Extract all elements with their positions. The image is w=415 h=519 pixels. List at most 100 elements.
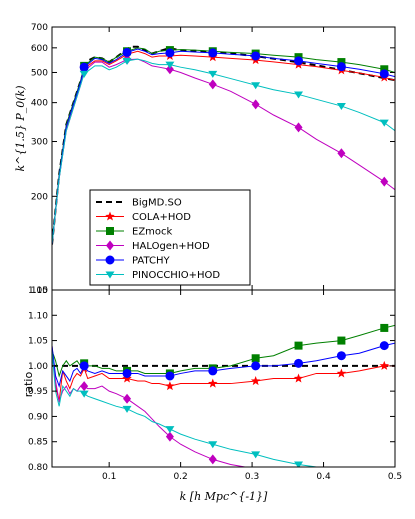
data-point-patchy xyxy=(294,56,304,66)
y-tick-label: 700 xyxy=(31,23,48,33)
data-point-pinocchio-hod xyxy=(79,390,89,398)
data-point-cola-hod xyxy=(336,368,347,378)
data-point-halogen-hod xyxy=(80,381,89,392)
data-point-pinocchio-hod xyxy=(208,70,218,78)
y-tick-label: 500 xyxy=(31,68,48,78)
data-point-halogen-hod xyxy=(294,122,303,133)
data-point-patchy xyxy=(336,62,346,72)
data-point-patchy xyxy=(79,62,89,72)
y-tick-label: 0.80 xyxy=(28,463,48,473)
data-point-pinocchio-hod xyxy=(208,441,218,449)
x-axis-label: k [h Mpc^{-1}] xyxy=(180,490,268,503)
legend-marker-patchy xyxy=(105,255,115,265)
y-tick-label: 0.95 xyxy=(28,387,48,397)
y-axis-label: k^{1.5} P_0(k) xyxy=(14,85,27,171)
data-point-cola-hod xyxy=(165,381,175,391)
data-point-pinocchio-hod xyxy=(122,57,132,65)
top-panel: 100 200 300 400 500 600 700 k^{1.5} P_0(k) xyxy=(14,23,396,296)
data-point-pinocchio-hod xyxy=(336,103,346,111)
legend-label-bigmd-so: BigMD.SO xyxy=(132,198,182,209)
data-point-pinocchio-hod xyxy=(379,119,389,127)
legend-label-halogen-hod: HALOgen+HOD xyxy=(132,241,210,252)
data-point-patchy xyxy=(122,47,132,57)
series-line-pinocchio-hod xyxy=(52,350,320,467)
data-point-halogen-hod xyxy=(380,176,389,187)
x-tick-label: 0.4 xyxy=(316,472,331,482)
legend-label-patchy: PATCHY xyxy=(132,256,170,267)
y-tick-label: 0.90 xyxy=(28,412,48,422)
series-line-cola-hod xyxy=(52,350,395,402)
series-line-pinocchio-hod xyxy=(52,58,395,245)
legend: BigMD.SO COLA+HOD EZmock HALOgen+HOD PATCHY P… xyxy=(89,189,251,286)
y-tick-label: 0.85 xyxy=(28,438,48,448)
data-point-ezmock xyxy=(294,341,303,350)
data-point-pinocchio-hod xyxy=(79,70,89,78)
data-point-patchy xyxy=(208,48,218,58)
y-tick-label: 200 xyxy=(31,192,48,202)
data-point-halogen-hod xyxy=(337,148,346,159)
y-tick-label: 100 xyxy=(31,286,48,296)
plot-frame xyxy=(51,289,396,468)
data-point-pinocchio-hod xyxy=(251,451,261,459)
legend-marker-pinocchio-hod xyxy=(105,271,115,279)
y-tick-label: 1.05 xyxy=(28,337,48,347)
y-tick-label: 1.15 xyxy=(28,286,48,296)
y-tick-label: 300 xyxy=(31,138,48,148)
x-tick-label: 0.1 xyxy=(102,472,116,482)
series-line-patchy xyxy=(52,342,395,388)
data-point-patchy xyxy=(379,341,389,351)
y-axis-label: ratio xyxy=(22,372,35,398)
data-point-halogen-hod xyxy=(208,454,217,465)
data-point-pinocchio-hod xyxy=(122,405,132,413)
data-point-halogen-hod xyxy=(165,431,174,442)
series-line-bigmd-so xyxy=(52,45,395,245)
data-point-cola-hod xyxy=(293,373,304,383)
legend-label-cola-hod: COLA+HOD xyxy=(132,212,191,223)
data-point-patchy xyxy=(79,361,89,371)
legend-box xyxy=(89,189,251,286)
data-point-cola-hod xyxy=(122,373,132,383)
data-point-cola-hod xyxy=(208,378,218,388)
data-point-cola-hod xyxy=(250,376,261,386)
legend-label-ezmock: EZmock xyxy=(132,227,173,238)
data-point-pinocchio-hod xyxy=(251,82,261,90)
data-point-halogen-hod xyxy=(208,79,217,90)
data-point-patchy xyxy=(122,368,132,378)
data-point-halogen-hod xyxy=(123,393,132,404)
legend-label-pinocchio-hod: PINOCCHIO+HOD xyxy=(132,270,220,281)
legend-marker-ezmock xyxy=(106,227,114,235)
legend-marker-halogen-hod xyxy=(106,240,114,251)
data-point-ezmock xyxy=(380,323,389,332)
data-point-halogen-hod xyxy=(251,99,260,110)
data-point-ezmock xyxy=(337,336,346,345)
data-point-ezmock xyxy=(251,354,260,363)
data-point-patchy xyxy=(251,51,261,61)
y-tick-label: 400 xyxy=(31,99,48,109)
data-point-patchy xyxy=(165,371,175,381)
x-tick-label: 0.5 xyxy=(388,472,402,482)
data-point-patchy xyxy=(379,69,389,79)
data-point-ezmock xyxy=(337,58,346,67)
data-point-patchy xyxy=(165,48,175,58)
x-tick-label: 0.3 xyxy=(245,472,259,482)
data-point-patchy xyxy=(336,351,346,361)
data-point-pinocchio-hod xyxy=(294,91,304,99)
data-point-cola-hod xyxy=(379,360,390,370)
bottom-panel: 0.80 0.85 0.90 0.95 1.00 1.05 1.10 1.15 0.1 0.2 0.… xyxy=(22,286,402,503)
data-point-pinocchio-hod xyxy=(294,461,304,467)
y-tick-label: 600 xyxy=(31,44,48,54)
data-point-patchy xyxy=(208,366,218,376)
data-point-patchy xyxy=(294,358,304,368)
data-point-patchy xyxy=(251,361,261,371)
y-tick-label: 1.10 xyxy=(28,311,48,321)
data-point-pinocchio-hod xyxy=(165,426,175,434)
series-line-halogen-hod xyxy=(52,345,246,467)
x-tick-label: 0.2 xyxy=(173,472,187,482)
plot-area xyxy=(52,323,395,467)
y-tick-label: 1.00 xyxy=(28,362,48,372)
data-point-ezmock xyxy=(380,65,389,74)
data-point-halogen-hod xyxy=(165,64,174,75)
plot-area xyxy=(52,45,395,245)
legend-marker-cola-hod xyxy=(105,211,115,221)
